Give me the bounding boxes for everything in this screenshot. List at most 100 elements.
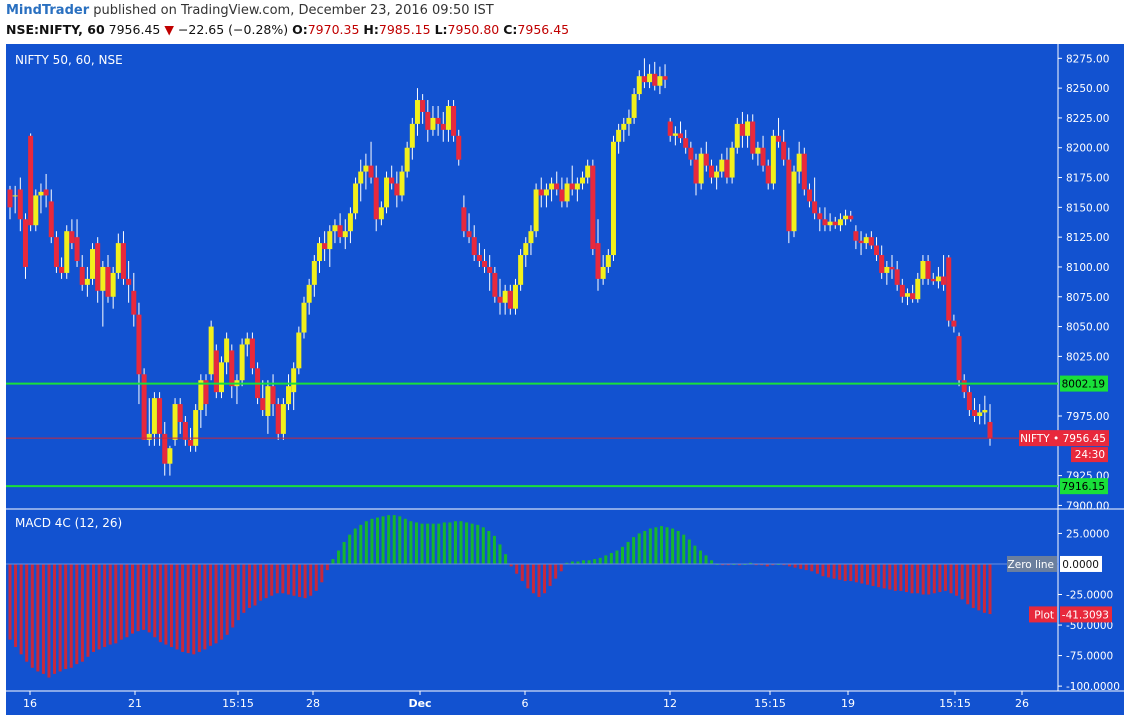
- candle-body[interactable]: [899, 284, 905, 297]
- candle-body[interactable]: [729, 147, 735, 178]
- candle-body[interactable]: [337, 225, 343, 238]
- candle-body[interactable]: [404, 147, 410, 172]
- candle-body[interactable]: [43, 189, 49, 196]
- author-link[interactable]: MindTrader: [6, 3, 90, 18]
- candle-body[interactable]: [476, 255, 482, 261]
- candle-body[interactable]: [904, 293, 910, 297]
- candle-body[interactable]: [224, 338, 230, 363]
- candle-body[interactable]: [172, 404, 178, 440]
- candle-body[interactable]: [585, 165, 591, 178]
- candle-body[interactable]: [461, 207, 467, 232]
- candle-body[interactable]: [296, 332, 302, 369]
- main-legend[interactable]: NIFTY 50, 60, NSE: [15, 53, 123, 67]
- candle-body[interactable]: [342, 231, 348, 238]
- candle-body[interactable]: [874, 245, 880, 256]
- candle-body[interactable]: [745, 121, 751, 136]
- candle-body[interactable]: [420, 100, 426, 112]
- candle-body[interactable]: [781, 141, 787, 160]
- candle-body[interactable]: [610, 141, 616, 256]
- candle-body[interactable]: [657, 76, 663, 86]
- candle-body[interactable]: [688, 147, 694, 160]
- candle-body[interactable]: [977, 412, 983, 416]
- candle-body[interactable]: [95, 243, 101, 291]
- macd-legend[interactable]: MACD 4C (12, 26): [15, 516, 122, 530]
- candle-body[interactable]: [141, 374, 147, 440]
- candle-body[interactable]: [445, 106, 451, 130]
- candle-body[interactable]: [213, 350, 219, 393]
- candle-body[interactable]: [482, 261, 488, 267]
- candle-body[interactable]: [925, 261, 931, 279]
- candle-body[interactable]: [750, 121, 756, 154]
- candle-body[interactable]: [760, 147, 766, 166]
- candle-body[interactable]: [167, 448, 173, 464]
- candle-body[interactable]: [966, 392, 972, 411]
- candle-body[interactable]: [652, 73, 658, 86]
- candle-body[interactable]: [373, 177, 379, 220]
- candle-body[interactable]: [487, 266, 493, 273]
- candle-body[interactable]: [265, 386, 271, 416]
- candle-body[interactable]: [678, 133, 684, 139]
- candle-body[interactable]: [497, 296, 503, 303]
- candle-body[interactable]: [631, 94, 637, 118]
- candle-body[interactable]: [853, 231, 859, 241]
- candle-body[interactable]: [120, 243, 126, 279]
- candle-body[interactable]: [193, 410, 199, 446]
- candle-body[interactable]: [920, 261, 926, 279]
- candle-body[interactable]: [332, 225, 338, 232]
- candle-body[interactable]: [28, 135, 34, 226]
- candle-body[interactable]: [590, 165, 596, 250]
- candle-body[interactable]: [399, 171, 405, 196]
- candle-body[interactable]: [384, 177, 390, 208]
- candle-body[interactable]: [941, 276, 947, 285]
- candle-body[interactable]: [53, 237, 59, 267]
- candle-body[interactable]: [641, 76, 647, 83]
- candle-body[interactable]: [327, 231, 333, 250]
- candle-body[interactable]: [378, 207, 384, 220]
- candle-body[interactable]: [559, 189, 565, 202]
- candle-body[interactable]: [48, 201, 54, 238]
- candle-body[interactable]: [987, 421, 993, 439]
- candle-body[interactable]: [719, 159, 725, 172]
- candle-body[interactable]: [755, 147, 761, 154]
- candle-body[interactable]: [208, 326, 214, 375]
- candle-body[interactable]: [7, 189, 13, 208]
- candle-body[interactable]: [471, 237, 477, 256]
- candle-body[interactable]: [301, 302, 307, 333]
- candle-body[interactable]: [791, 171, 797, 232]
- candle-body[interactable]: [22, 219, 28, 267]
- candle-body[interactable]: [915, 278, 921, 300]
- candle-body[interactable]: [466, 231, 472, 238]
- candle-body[interactable]: [580, 177, 586, 184]
- candle-body[interactable]: [347, 213, 353, 232]
- candle-body[interactable]: [595, 243, 601, 279]
- candle-body[interactable]: [930, 278, 936, 282]
- candle-body[interactable]: [146, 433, 152, 440]
- candle-body[interactable]: [621, 123, 627, 130]
- candle-body[interactable]: [435, 117, 441, 124]
- candle-body[interactable]: [275, 404, 281, 434]
- candle-body[interactable]: [812, 201, 818, 214]
- candle-body[interactable]: [626, 117, 632, 124]
- candle-body[interactable]: [972, 410, 978, 416]
- candle-body[interactable]: [868, 237, 874, 246]
- candle-body[interactable]: [218, 362, 224, 393]
- candle-body[interactable]: [528, 231, 534, 244]
- candle-body[interactable]: [910, 293, 916, 300]
- candle-body[interactable]: [518, 255, 524, 285]
- candle-body[interactable]: [105, 266, 111, 297]
- candle-body[interactable]: [698, 153, 704, 184]
- candle-body[interactable]: [879, 255, 885, 273]
- candle-body[interactable]: [244, 338, 250, 345]
- candle-body[interactable]: [430, 117, 436, 130]
- candle-body[interactable]: [533, 189, 539, 232]
- candle-body[interactable]: [33, 195, 39, 226]
- candle-body[interactable]: [79, 266, 85, 285]
- candle-body[interactable]: [956, 336, 962, 381]
- candle-body[interactable]: [538, 189, 544, 196]
- candle-body[interactable]: [203, 380, 209, 405]
- candle-body[interactable]: [837, 219, 843, 226]
- candle-body[interactable]: [600, 266, 606, 279]
- candle-body[interactable]: [394, 183, 400, 196]
- candle-body[interactable]: [946, 257, 952, 321]
- candle-body[interactable]: [507, 290, 513, 309]
